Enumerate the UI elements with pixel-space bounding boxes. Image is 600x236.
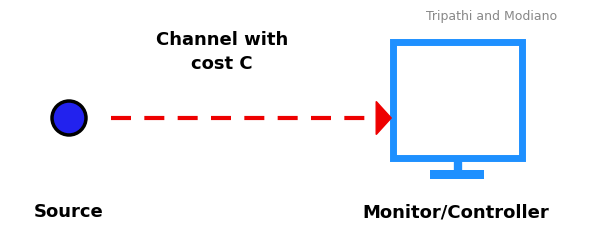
Bar <box>393 42 522 158</box>
Text: Tripathi and Modiano: Tripathi and Modiano <box>427 10 557 23</box>
Text: Channel with
cost C: Channel with cost C <box>156 31 288 73</box>
Bar <box>430 170 485 179</box>
Text: Source: Source <box>34 203 104 221</box>
Text: Monitor/Controller: Monitor/Controller <box>362 203 550 221</box>
Polygon shape <box>376 101 391 135</box>
Ellipse shape <box>52 101 86 135</box>
